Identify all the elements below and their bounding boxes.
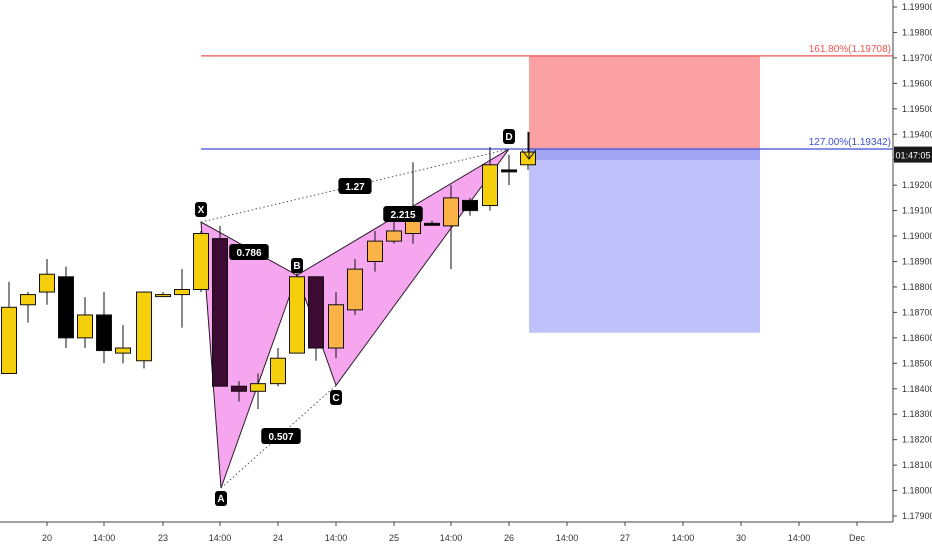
time-tick-label: 20 xyxy=(42,533,52,543)
time-tick-label: 24 xyxy=(273,533,283,543)
stop-loss-zone xyxy=(529,55,760,150)
time-tick-label: 14:00 xyxy=(209,533,232,543)
price-tick-label: 1.19000 xyxy=(902,231,932,241)
price-tick-label: 1.19200 xyxy=(902,180,932,190)
candle-body xyxy=(501,169,517,173)
pattern-point-badge xyxy=(215,491,227,506)
candle-body xyxy=(155,294,171,298)
candle-body xyxy=(231,385,247,392)
price-tick-label: 1.19100 xyxy=(902,206,932,216)
time-tick-label: Dec xyxy=(849,533,866,543)
pattern-point-label: B xyxy=(293,261,300,272)
candle-body xyxy=(20,294,36,306)
price-tick-label: 1.19600 xyxy=(902,78,932,88)
pattern-point-label: A xyxy=(217,494,224,505)
time-tick-label: 14:00 xyxy=(788,533,811,543)
price-tick-label: 1.19800 xyxy=(902,27,932,37)
price-tick-label: 1.19900 xyxy=(902,2,932,12)
ratio-label: 1.27 xyxy=(345,182,365,193)
entry-band xyxy=(529,149,760,161)
price-tick-label: 1.18500 xyxy=(902,358,932,368)
ratio-line-xd xyxy=(200,148,510,223)
candle-body xyxy=(443,197,459,227)
price-tick-label: 1.18200 xyxy=(902,435,932,445)
candle-body xyxy=(212,238,228,387)
candle-body xyxy=(386,230,402,242)
current-price-badge xyxy=(894,146,932,163)
ratio-label: 0.786 xyxy=(236,248,261,259)
pattern-point-label: D xyxy=(505,132,512,143)
fib-level-label: 161.80%(1.19708) xyxy=(809,44,891,55)
price-tick-label: 1.19700 xyxy=(902,53,932,63)
candle-body xyxy=(289,276,305,354)
candle-body xyxy=(308,276,324,349)
pattern-point-badge xyxy=(330,390,342,405)
ratio-label: 0.507 xyxy=(268,432,293,443)
candle-body xyxy=(424,222,440,226)
ratio-label: 2.215 xyxy=(390,210,415,221)
candle-body xyxy=(136,291,152,362)
time-tick-label: 30 xyxy=(736,533,746,543)
fib-level-label: 127.00%(1.19342) xyxy=(809,137,891,148)
price-tick-label: 1.19500 xyxy=(902,104,932,114)
candle-body xyxy=(115,347,131,354)
ratio-badge xyxy=(229,244,269,260)
target-zone xyxy=(529,149,760,333)
pattern-bcd-triangle xyxy=(296,148,510,387)
candle-body xyxy=(193,233,209,290)
price-tick-label: 1.18400 xyxy=(902,384,932,394)
candle-body xyxy=(174,288,190,296)
ratio-badge xyxy=(383,206,423,222)
time-tick-label: 14:00 xyxy=(325,533,348,543)
time-tick-label: 26 xyxy=(504,533,514,543)
price-tick-label: 1.17900 xyxy=(902,511,932,521)
candle-body xyxy=(96,314,112,352)
candle-body xyxy=(270,357,286,385)
pattern-point-badge xyxy=(291,258,303,273)
candle-body xyxy=(1,306,17,374)
price-tick-label: 1.18100 xyxy=(902,460,932,470)
price-tick-label: 1.18600 xyxy=(902,333,932,343)
candle-body xyxy=(328,304,344,349)
ratio-badge xyxy=(338,178,372,194)
time-tick-label: 14:00 xyxy=(672,533,695,543)
candle-body xyxy=(347,268,363,311)
candle-body xyxy=(39,273,55,293)
price-tick-label: 1.18000 xyxy=(902,486,932,496)
candle-body xyxy=(250,383,266,392)
candle-body xyxy=(77,314,93,339)
time-tick-label: 25 xyxy=(389,533,399,543)
price-tick-label: 1.18800 xyxy=(902,282,932,292)
candle-body xyxy=(482,164,498,207)
current-price-label: 01:47:05 xyxy=(895,151,930,161)
time-tick-label: 14:00 xyxy=(93,533,116,543)
pattern-point-label: C xyxy=(332,393,339,404)
price-tick-label: 1.18700 xyxy=(902,307,932,317)
pattern-point-label: X xyxy=(198,205,205,216)
pattern-point-badge xyxy=(503,129,515,144)
price-tick-label: 1.18900 xyxy=(902,257,932,267)
price-tick-label: 1.18300 xyxy=(902,409,932,419)
time-tick-label: 27 xyxy=(620,533,630,543)
time-tick-label: 23 xyxy=(158,533,168,543)
pattern-point-badge xyxy=(195,202,207,217)
arrow-head-icon xyxy=(521,149,537,160)
ratio-badge xyxy=(261,428,301,444)
price-tick-label: 1.19400 xyxy=(902,129,932,139)
time-tick-label: 14:00 xyxy=(556,533,579,543)
candle-body xyxy=(462,199,478,212)
candle-body xyxy=(58,276,74,339)
candle-body xyxy=(367,240,383,262)
time-tick-label: 14:00 xyxy=(440,533,463,543)
